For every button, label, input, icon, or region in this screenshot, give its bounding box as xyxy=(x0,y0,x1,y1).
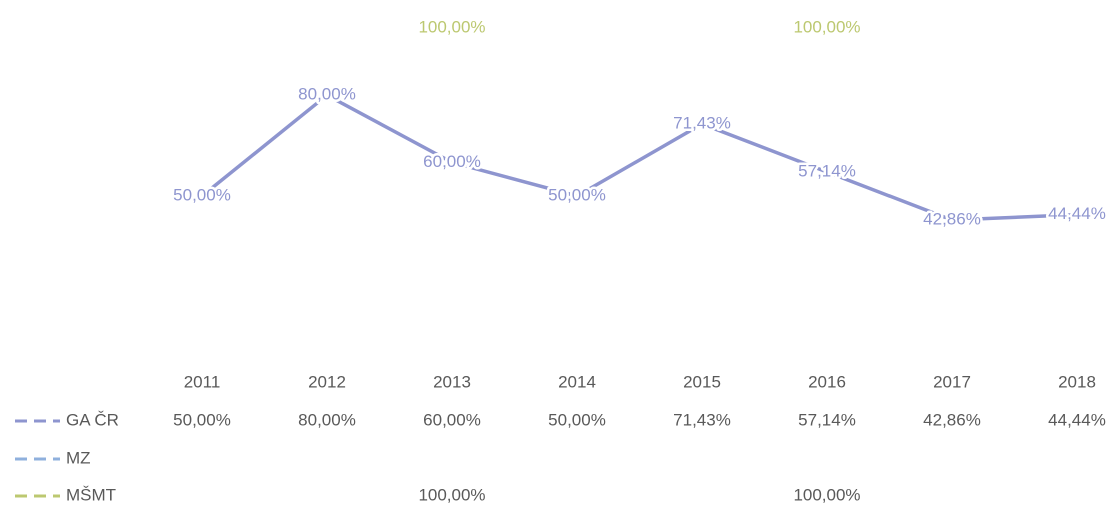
data-label: 44,44% xyxy=(1048,204,1106,223)
x-tick-label: 2016 xyxy=(808,372,846,391)
table-cell: 42,86% xyxy=(923,410,981,429)
series-line xyxy=(200,93,1079,222)
legend-label: MZ xyxy=(66,448,91,467)
table-cell: 100,00% xyxy=(793,485,860,504)
x-tick-label: 2017 xyxy=(933,372,971,391)
data-label: 50,00% xyxy=(548,185,606,204)
table-cell: 50,00% xyxy=(173,410,231,429)
table-cell: 44,44% xyxy=(1048,410,1106,429)
legend-label: GA ČR xyxy=(66,410,119,429)
data-label: 42,86% xyxy=(923,209,981,228)
data-label: 71,43% xyxy=(673,113,731,132)
x-tick-label: 2013 xyxy=(433,372,471,391)
data-label: 80,00% xyxy=(298,85,356,104)
data-label: 57,14% xyxy=(798,161,856,180)
x-tick-label: 2014 xyxy=(558,372,596,391)
table-cell: 100,00% xyxy=(418,485,485,504)
data-label: 50,00% xyxy=(173,185,231,204)
table-cell: 57,14% xyxy=(798,410,856,429)
x-tick-label: 2012 xyxy=(308,372,346,391)
data-label: 60,00% xyxy=(423,152,481,171)
x-tick-label: 2018 xyxy=(1058,372,1096,391)
table-cell: 50,00% xyxy=(548,410,606,429)
table-cell: 71,43% xyxy=(673,410,731,429)
data-label: 100,00% xyxy=(418,17,485,36)
table-cell: 60,00% xyxy=(423,410,481,429)
table-cell: 80,00% xyxy=(298,410,356,429)
x-tick-label: 2011 xyxy=(184,372,221,391)
x-tick-label: 2015 xyxy=(683,372,721,391)
data-label: 100,00% xyxy=(793,17,860,36)
legend-label: MŠMT xyxy=(66,485,116,504)
